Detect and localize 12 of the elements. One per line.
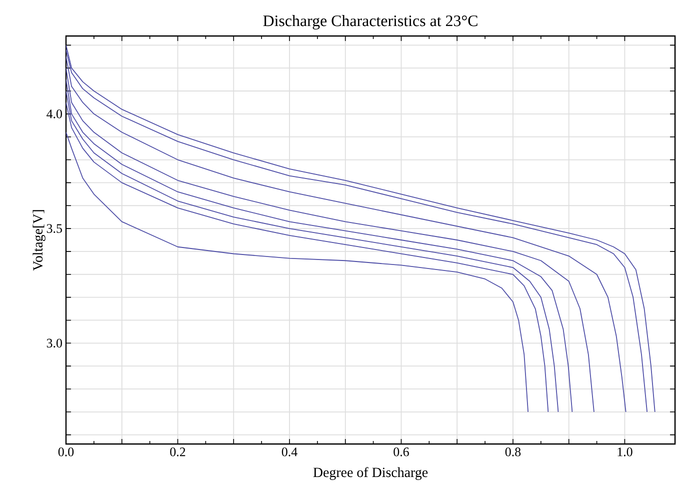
y-tick-label: 4.0 [46,110,62,118]
x-tick-label: 0.8 [505,448,521,456]
y-tick-label: 3.5 [46,224,62,233]
x-tick-label: 0.0 [58,448,74,456]
x-tick-label: 0.2 [170,448,186,456]
x-tick-label: 0.6 [394,448,409,456]
x-axis-title: Degree of Discharge [313,467,428,480]
chart-title: Discharge Characteristics at 23°C [263,14,478,30]
x-tick-label: 1.0 [618,448,632,456]
x-tick-label: 0.4 [282,448,298,456]
y-axis-title: Voltage[V] [32,210,46,271]
y-tick-label: 3.0 [46,338,62,348]
